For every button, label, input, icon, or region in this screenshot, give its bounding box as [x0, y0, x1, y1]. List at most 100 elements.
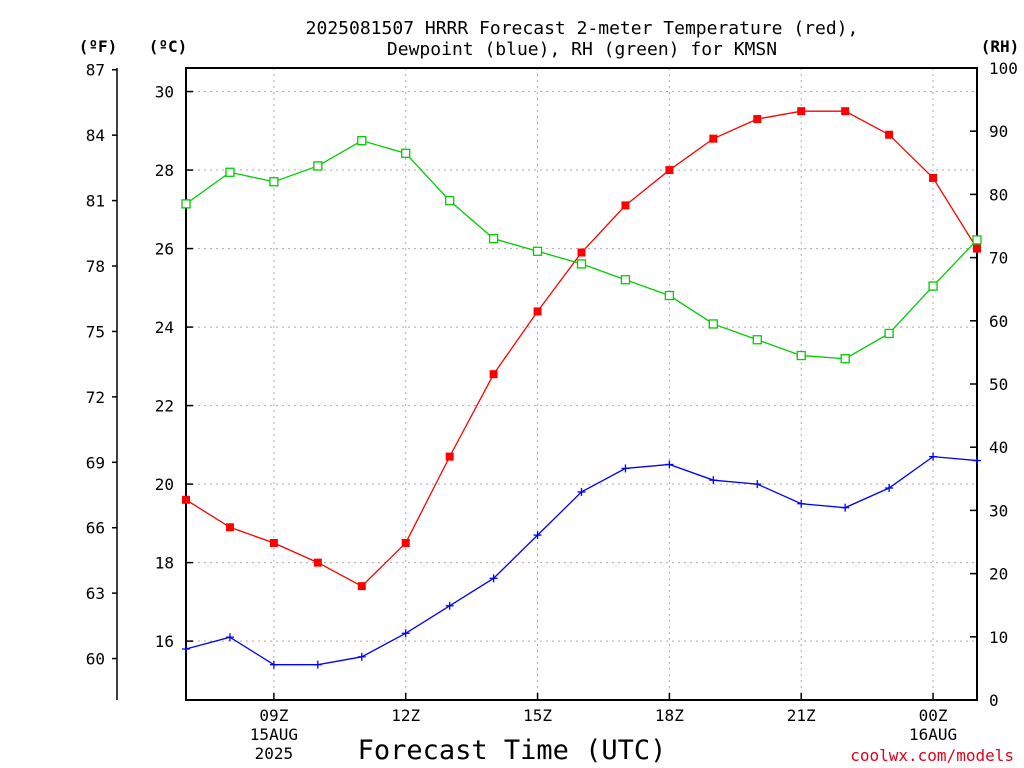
dewpoint-point	[225, 633, 234, 642]
x-tick-label: 2025	[255, 744, 294, 763]
temperature-point	[269, 538, 278, 547]
fahrenheit-unit-label: (ºF)	[79, 37, 118, 56]
rh-point	[488, 233, 499, 244]
fahrenheit-tick-label: 81	[86, 192, 105, 211]
rh-tick-label: 70	[989, 249, 1008, 268]
celsius-tick-label: 28	[155, 161, 174, 180]
rh-tick-label: 0	[989, 691, 999, 710]
rh-tick-label: 80	[989, 185, 1008, 204]
chart-title-line-2: Dewpoint (blue), RH (green) for KMSN	[387, 39, 777, 60]
rh-point	[181, 199, 191, 209]
dewpoint-point	[797, 499, 806, 508]
temperature-point	[665, 166, 674, 175]
fahrenheit-tick-label: 84	[86, 126, 105, 145]
credit-label: coolwx.com/models	[850, 746, 1014, 765]
fahrenheit-tick-label: 75	[86, 322, 105, 341]
series-dewpoint	[182, 452, 981, 669]
dewpoint-point	[269, 660, 278, 669]
celsius-tick-label: 18	[155, 554, 174, 573]
dewpoint-point	[709, 476, 718, 485]
dewpoint-point	[885, 484, 894, 493]
dewpoint-point	[182, 644, 190, 653]
temperature-point	[929, 173, 938, 182]
dewpoint-point	[753, 480, 762, 489]
dewpoint-point	[665, 460, 674, 469]
temperature-point	[885, 130, 894, 139]
rh-point	[620, 275, 631, 285]
x-tick-label: 09Z	[259, 706, 288, 725]
rh-tick-label: 60	[989, 312, 1008, 331]
rh-point	[532, 246, 543, 256]
series-temperature	[182, 107, 981, 591]
x-tick-label: 21Z	[787, 706, 816, 725]
celsius-tick-label: 22	[155, 397, 174, 416]
temperature-point	[797, 107, 806, 116]
temperature-point	[182, 495, 190, 504]
temperature-point	[841, 107, 850, 116]
rh-point	[840, 354, 850, 364]
celsius-tick-label: 16	[155, 632, 174, 651]
rh-tick-label: 90	[989, 122, 1008, 141]
temperature-point	[533, 307, 542, 316]
rh-point	[796, 350, 806, 361]
x-axis-label: Forecast Time (UTC)	[358, 735, 667, 766]
rh-point	[752, 335, 762, 345]
rh-tick-label: 10	[989, 628, 1008, 647]
fahrenheit-tick-label: 69	[86, 453, 105, 472]
tick-labels: 16 18 20 22 24 26 28 30 60 63 66 69 72 75 78 81 84 87 0 10 2…	[86, 59, 1018, 763]
fahrenheit-tick-label: 66	[86, 519, 105, 538]
dewpoint-point	[313, 660, 322, 669]
x-tick-label: 18Z	[655, 706, 684, 725]
rh-point	[928, 281, 938, 291]
celsius-tick-label: 24	[155, 318, 174, 337]
x-tick-label: 15Z	[523, 706, 552, 725]
dewpoint-point	[489, 574, 498, 583]
rh-point	[664, 290, 675, 301]
data-series	[181, 107, 982, 669]
rh-point	[972, 235, 982, 245]
temperature-point	[313, 558, 322, 567]
x-tick-label: 16AUG	[909, 725, 957, 744]
fahrenheit-tick-label: 87	[86, 61, 105, 80]
celsius-unit-label: (ºC)	[149, 37, 188, 56]
chart-title-line-1: 2025081507 HRRR Forecast 2-meter Tempera…	[306, 18, 859, 39]
dewpoint-point	[929, 452, 938, 461]
rh-unit-label: (RH)	[981, 37, 1020, 56]
temperature-point	[577, 248, 586, 257]
rh-point	[225, 167, 235, 177]
fahrenheit-tick-label: 63	[86, 584, 105, 603]
rh-tick-label: 20	[989, 565, 1008, 584]
dewpoint-point	[577, 487, 586, 496]
axes	[116, 67, 978, 701]
x-tick-label: 00Z	[919, 706, 948, 725]
x-tick-label: 15AUG	[250, 725, 298, 744]
rh-point	[576, 259, 587, 269]
dewpoint-point	[357, 652, 366, 661]
series-line-dewpoint	[185, 455, 978, 666]
rh-point	[313, 161, 323, 171]
rh-point	[445, 196, 455, 206]
dewpoint-point	[533, 531, 542, 540]
dewpoint-point	[973, 456, 981, 465]
rh-tick-label: 40	[989, 438, 1008, 457]
rh-point	[708, 319, 718, 329]
rh-tick-label: 50	[989, 375, 1008, 394]
temperature-point	[753, 115, 762, 124]
temperature-point	[489, 370, 498, 379]
rh-tick-label: 30	[989, 501, 1008, 520]
fahrenheit-tick-label: 72	[86, 388, 105, 407]
dewpoint-point	[401, 629, 410, 638]
celsius-tick-label: 30	[155, 83, 174, 102]
rh-point	[357, 136, 367, 146]
rh-tick-label: 100	[989, 59, 1018, 78]
temperature-point	[401, 538, 410, 547]
temperature-point	[973, 244, 981, 253]
dewpoint-point	[841, 503, 850, 512]
dewpoint-point	[445, 601, 454, 610]
rh-point	[884, 328, 894, 339]
fahrenheit-tick-label: 78	[86, 257, 105, 276]
rh-point	[269, 177, 279, 187]
rh-point	[401, 148, 411, 158]
celsius-tick-label: 20	[155, 475, 174, 494]
